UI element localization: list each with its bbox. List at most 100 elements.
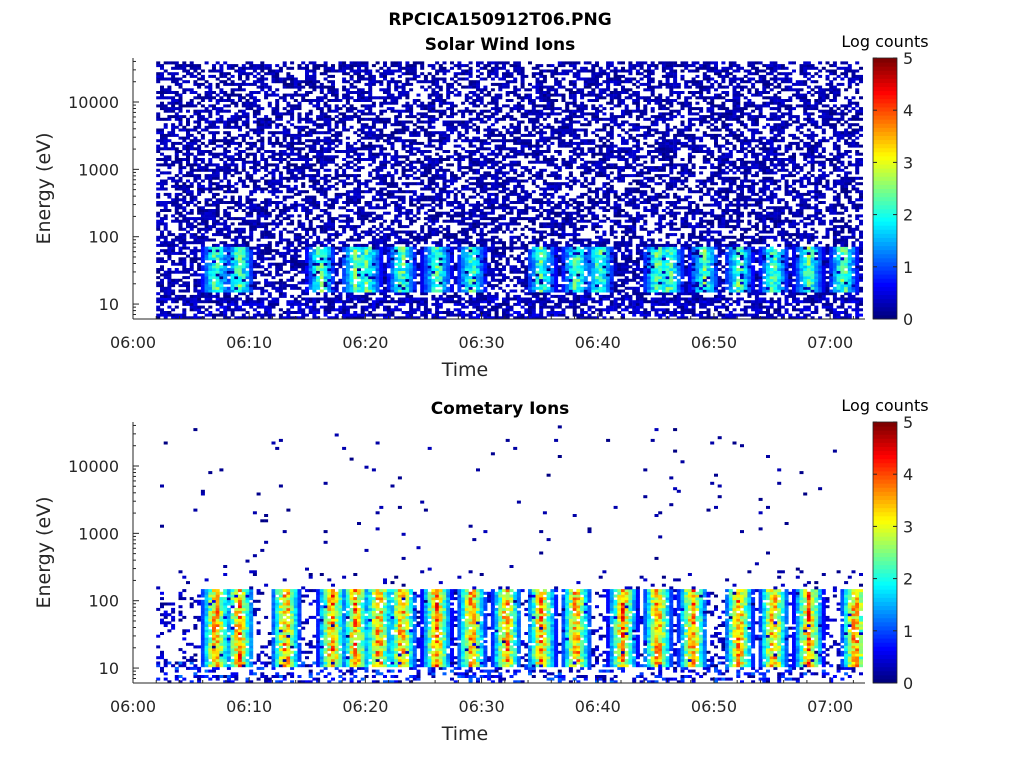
spectrogram-cell (375, 217, 380, 221)
spectrogram-cell (383, 139, 387, 143)
spectrogram-cell (412, 133, 417, 137)
spectrogram-cell (327, 265, 332, 269)
spectrogram-cell (383, 246, 387, 250)
spectrogram-cell (286, 72, 291, 76)
spectrogram-cell (290, 152, 295, 156)
spectrogram-cell (204, 176, 209, 180)
spectrogram-cell (219, 144, 224, 148)
spectrogram-cell (472, 187, 477, 191)
spectrogram-cell (238, 268, 242, 271)
spectrogram-cell (319, 117, 324, 121)
spectrogram-cell (334, 187, 339, 191)
spectrogram-cell (345, 190, 350, 194)
spectrogram-cell (223, 308, 228, 312)
spectrogram-cell (286, 311, 291, 314)
spectrogram-cell (312, 144, 317, 148)
spectrogram-cell (383, 187, 387, 191)
spectrogram-cell (174, 198, 179, 202)
spectrogram-cell (308, 158, 313, 161)
spectrogram-cell (349, 195, 354, 199)
spectrogram-cell (234, 308, 239, 312)
spectrogram-cell (431, 254, 436, 258)
spectrogram-cell (275, 243, 280, 247)
spectrogram-cell (189, 99, 194, 102)
spectrogram-cell (349, 209, 354, 212)
spectrogram-cell (208, 262, 213, 266)
spectrogram-cell (472, 104, 477, 108)
spectrogram-cell (212, 125, 216, 129)
spectrogram-cell (383, 233, 387, 237)
spectrogram-cell (219, 260, 224, 263)
spectrogram-cell (431, 246, 436, 250)
spectrogram-cell (472, 276, 477, 280)
spectrogram-cell (200, 251, 205, 255)
spectrogram-cell (241, 69, 246, 73)
spectrogram-cell (390, 230, 395, 234)
spectrogram-cell (323, 270, 328, 274)
spectrogram-cell (423, 289, 428, 293)
spectrogram-cell (327, 251, 332, 255)
spectrogram-cell (416, 80, 421, 84)
spectrogram-cell (197, 96, 202, 100)
spectrogram-cell (349, 96, 354, 100)
spectrogram-cell (305, 66, 309, 70)
spectrogram-cell (397, 292, 402, 296)
spectrogram-cell (345, 115, 350, 119)
spectrogram-cell (238, 115, 242, 119)
spectrogram-cell (271, 281, 276, 285)
spectrogram-cell (386, 305, 391, 309)
spectrogram-cell (468, 168, 473, 172)
spectrogram-cell (442, 187, 447, 191)
spectrogram-cell (219, 257, 224, 261)
spectrogram-cell (171, 184, 176, 188)
spectrogram-cell (457, 93, 462, 97)
spectrogram-cell (360, 123, 365, 127)
spectrogram-cell (476, 302, 480, 306)
spectrogram-cell (390, 109, 395, 113)
spectrogram-cell (331, 262, 335, 266)
spectrogram-cell (215, 131, 220, 135)
spectrogram-cell (438, 297, 443, 301)
spectrogram-cell (423, 174, 428, 178)
spectrogram-cell (260, 235, 265, 239)
spectrogram-cell (427, 209, 432, 212)
spectrogram-cell (397, 214, 402, 218)
spectrogram-cell (208, 131, 213, 135)
spectrogram-cell (182, 257, 187, 261)
spectrogram-cell (319, 109, 324, 113)
spectrogram-cell (271, 176, 276, 180)
spectrogram-cell (305, 300, 309, 304)
spectrogram-cell (215, 222, 220, 226)
spectrogram-cell (468, 260, 473, 263)
spectrogram-cell (383, 276, 387, 280)
spectrogram-cell (204, 203, 209, 207)
spectrogram-cell (457, 61, 462, 65)
spectrogram-cell (438, 85, 443, 89)
spectrogram-cell (379, 249, 384, 253)
spectrogram-cell (438, 257, 443, 261)
spectrogram-cell (308, 139, 313, 143)
spectrogram-cell (189, 260, 194, 263)
spectrogram-cell (386, 85, 391, 89)
spectrogram-cell (200, 160, 205, 164)
spectrogram-cell (427, 171, 432, 175)
spectrogram-cell (438, 214, 443, 218)
spectrogram-cell (182, 316, 187, 320)
spectrogram-cell (386, 120, 391, 124)
spectrogram-cell (275, 187, 280, 191)
spectrogram-cell (305, 214, 309, 218)
spectrogram-cell (249, 201, 254, 204)
spectrogram-cell (204, 222, 209, 226)
spectrogram-cell (316, 251, 321, 255)
spectrogram-cell (405, 72, 410, 76)
spectrogram-cell (457, 176, 462, 180)
spectrogram-cell (308, 243, 313, 247)
spectrogram-cell (390, 107, 395, 111)
spectrogram-cell (435, 77, 440, 81)
spectrogram-cell (301, 297, 306, 301)
spectrogram-cell (390, 278, 395, 282)
spectrogram-cell (193, 316, 198, 320)
spectrogram-cell (252, 262, 257, 266)
spectrogram-cell (431, 294, 436, 298)
spectrogram-cell (461, 222, 466, 226)
